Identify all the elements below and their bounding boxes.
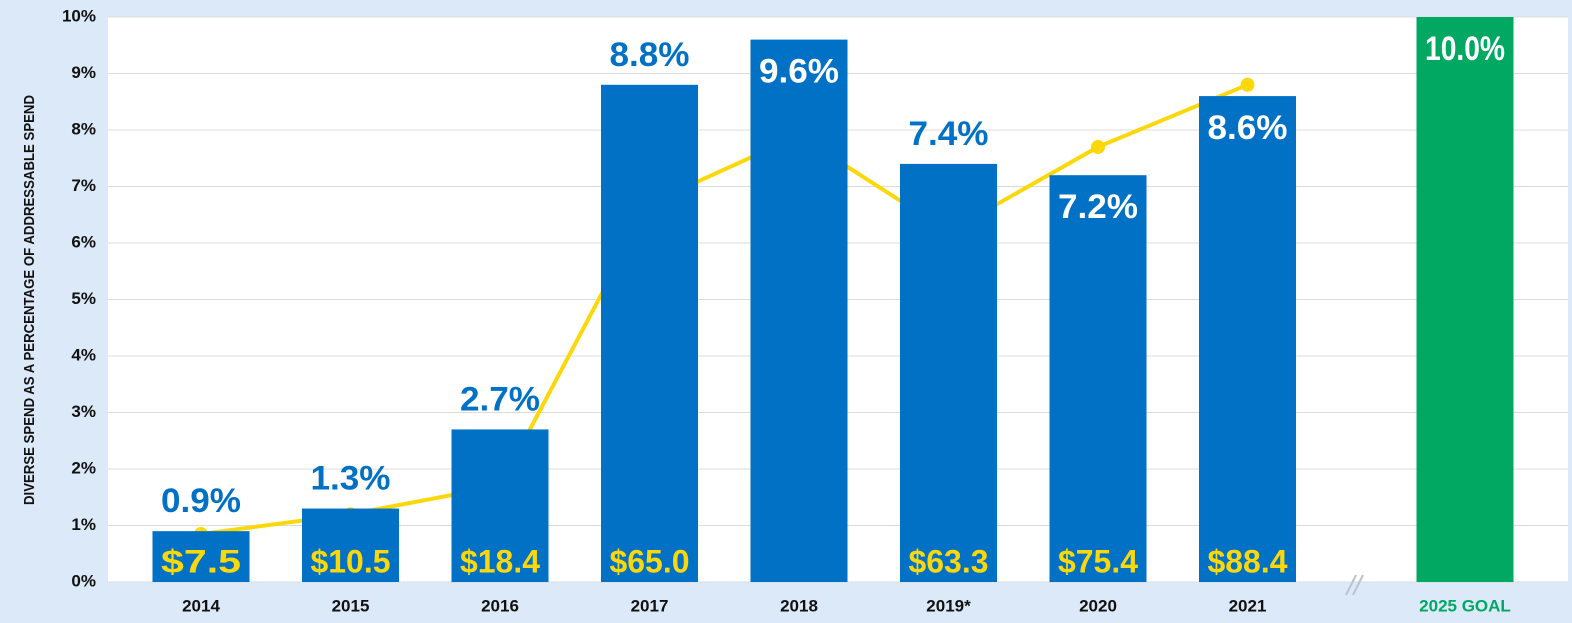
bar-value-label: 1.3% [311, 460, 391, 498]
x-tick-label: 2019* [926, 596, 971, 615]
bar [152, 531, 250, 582]
spend-label: $10.5 [311, 543, 391, 579]
y-tick-label: 8% [71, 119, 96, 138]
bar [1049, 175, 1147, 582]
spend-label: $65.0 [610, 543, 690, 579]
bar-value-label: 7.2% [1058, 188, 1138, 226]
break-line [1345, 574, 1357, 596]
x-tick-label: 2020 [1079, 596, 1117, 615]
x-tick-label: 2025 GOAL [1419, 596, 1511, 615]
spend-label: $63.3 [909, 543, 989, 579]
x-tick-label: 2017 [631, 596, 669, 615]
axis-break [1345, 574, 1364, 596]
bar [1416, 17, 1514, 582]
bar [1199, 96, 1296, 582]
x-tick-label: 2015 [332, 596, 370, 615]
spend-label: $75.4 [1058, 543, 1138, 579]
y-tick-label: 3% [71, 402, 96, 421]
bar [601, 84, 698, 583]
bar-value-label: 8.8% [610, 36, 690, 74]
line-point [1091, 139, 1105, 154]
y-axis-label: DIVERSE SPEND AS A PERCENTAGE OF ADDRESS… [21, 95, 38, 505]
y-tick-label: 0% [71, 571, 96, 590]
break-line [1352, 574, 1364, 596]
y-tick-label: 5% [71, 289, 96, 308]
x-tick-label: 2016 [481, 596, 519, 615]
y-tick-label: 9% [71, 63, 96, 82]
bar [900, 163, 997, 582]
bar-value-label: 8.6% [1208, 109, 1288, 147]
bar-value-label: 2.7% [460, 380, 540, 418]
spend-label: $88.4 [1208, 543, 1288, 579]
bar [451, 429, 549, 582]
y-tick-label: 7% [71, 176, 96, 195]
bar [302, 508, 399, 582]
y-tick-label: 1% [71, 515, 96, 534]
line-point [1240, 77, 1255, 92]
spend-label: $7.5 [161, 543, 241, 579]
x-tick-label: 2018 [780, 596, 818, 615]
y-tick-label: 10% [62, 6, 96, 25]
x-tick-label: 2021 [1229, 596, 1267, 615]
bar [750, 39, 848, 583]
spend-label: $18.4 [460, 543, 540, 579]
x-tick-label: 2014 [182, 596, 220, 615]
y-tick-label: 2% [71, 458, 96, 477]
bar-value-label: 0.9% [161, 482, 241, 520]
y-tick-label: 4% [71, 345, 96, 364]
y-tick-label: 6% [71, 232, 96, 251]
bar-value-label: 7.4% [909, 115, 989, 153]
bar-value-label: 9.6% [759, 53, 839, 91]
bar-value-label: 10.0% [1425, 30, 1505, 68]
